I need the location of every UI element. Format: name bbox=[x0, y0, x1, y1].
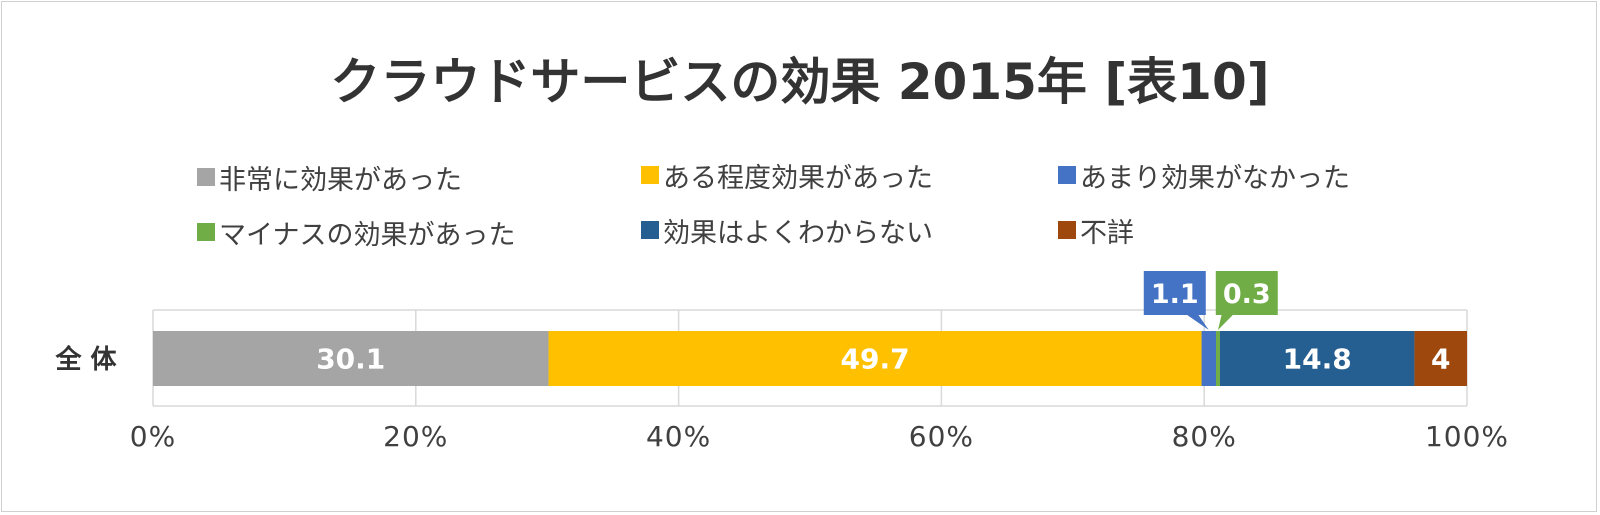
callout-pointer bbox=[1185, 314, 1209, 330]
legend-item: 非常に効果があった bbox=[197, 157, 462, 197]
legend-swatch bbox=[197, 168, 215, 186]
bar-segment bbox=[1201, 331, 1217, 386]
legend-label: ある程度効果があった bbox=[663, 162, 933, 194]
legend-swatch bbox=[1058, 221, 1076, 239]
bar-segment bbox=[1414, 331, 1467, 386]
category-label: 全 体 bbox=[54, 344, 117, 375]
data-label: 49.7 bbox=[840, 343, 909, 376]
bar-segment bbox=[1216, 331, 1220, 386]
data-label: 1.1 bbox=[1151, 279, 1199, 310]
legend-item: ある程度効果があった bbox=[641, 155, 933, 195]
x-tick-label: 20% bbox=[383, 420, 448, 453]
legend-label: 効果はよくわからない bbox=[663, 217, 933, 249]
bar-segment bbox=[1219, 331, 1415, 386]
legend-item: 不詳 bbox=[1058, 210, 1134, 250]
legend-swatch bbox=[1058, 166, 1076, 184]
legend-label: 不詳 bbox=[1080, 217, 1134, 249]
legend-label: 非常に効果があった bbox=[219, 164, 462, 196]
x-tick-label: 0% bbox=[130, 420, 176, 453]
legend-item: あまり効果がなかった bbox=[1058, 155, 1350, 195]
legend: 非常に効果があった ある程度効果があった あまり効果がなかったマイナスの効果があった… bbox=[197, 155, 1350, 252]
data-label: 30.1 bbox=[316, 343, 385, 376]
legend-swatch bbox=[197, 223, 215, 241]
legend-swatch bbox=[641, 221, 659, 239]
x-tick-label: 40% bbox=[646, 420, 711, 453]
x-tick-label: 60% bbox=[909, 420, 974, 453]
legend-swatch bbox=[641, 166, 659, 184]
bar-segment bbox=[153, 331, 549, 386]
legend-label: あまり効果がなかった bbox=[1080, 162, 1350, 194]
legend-item: マイナスの効果があった bbox=[197, 212, 515, 252]
callout-box bbox=[1143, 271, 1206, 315]
data-label: 14.8 bbox=[1283, 343, 1352, 376]
bar-segment bbox=[548, 331, 1202, 386]
data-label: 4 bbox=[1431, 343, 1450, 376]
callout-box bbox=[1215, 271, 1278, 315]
data-label: 0.3 bbox=[1223, 279, 1271, 310]
legend-item: 効果はよくわからない bbox=[641, 210, 933, 250]
x-tick-label: 80% bbox=[1172, 420, 1237, 453]
x-tick-label: 100% bbox=[1425, 420, 1509, 453]
callout-pointer bbox=[1217, 314, 1234, 330]
chart-title: クラウドサービスの効果 2015年 [表10] bbox=[330, 53, 1270, 111]
legend-label: マイナスの効果があった bbox=[219, 219, 516, 251]
